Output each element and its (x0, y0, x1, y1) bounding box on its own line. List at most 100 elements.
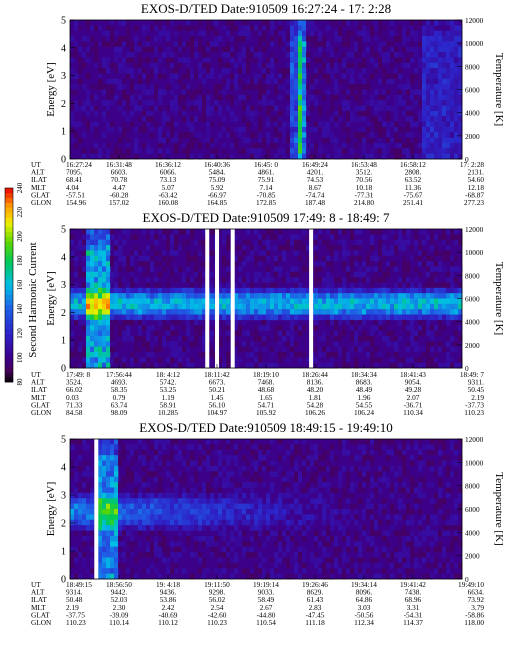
spectrogram-cell (138, 68, 143, 74)
spectrogram-cell (370, 351, 375, 358)
spectrogram-cell (434, 89, 439, 96)
spectrogram-cell (134, 341, 139, 347)
spectrogram-cell (314, 346, 319, 353)
spectrogram-cell (150, 362, 155, 369)
spectrogram-cell (174, 250, 179, 257)
spectrogram-cell (318, 314, 323, 321)
spectrogram-cell (318, 309, 323, 315)
spectrogram-cell (314, 78, 319, 85)
spectrogram-cell (110, 568, 115, 574)
spectrogram-cell (446, 46, 451, 53)
spectrogram-cell (102, 303, 107, 310)
spectrogram-cell (378, 357, 383, 363)
spectrogram-cell (422, 62, 427, 69)
spectrogram-cell (410, 52, 415, 58)
spectrogram-cell (274, 266, 279, 273)
spectrogram-cell (198, 498, 203, 504)
spectrogram-cell (178, 514, 183, 521)
spectrogram-cell (398, 562, 403, 569)
spectrogram-cell (102, 487, 107, 494)
spectrogram-cell (406, 573, 411, 580)
spectrogram-cell (110, 271, 115, 278)
spectrogram-cell (330, 234, 335, 240)
spectrogram-cell (382, 309, 387, 315)
spectrogram-cell (354, 455, 359, 461)
spectrogram-cell (138, 319, 143, 326)
spectrogram-cell (426, 137, 431, 144)
spectrogram-cell (174, 482, 179, 488)
spectrogram-cell (86, 351, 91, 358)
spectrogram-cell (378, 30, 383, 37)
spectrogram-cell (298, 94, 303, 101)
spectrogram-cell (310, 94, 315, 101)
spectrogram-cell (342, 525, 347, 531)
spectrogram-cell (82, 148, 87, 154)
spectrogram-cell (442, 234, 447, 240)
spectrogram-cell (178, 455, 183, 461)
spectrogram-cell (242, 62, 247, 69)
spectrogram-cell (182, 471, 187, 477)
spectrogram-cell (306, 137, 311, 144)
spectrogram-cell (438, 46, 443, 53)
spectrogram-cell (286, 30, 291, 37)
spectrogram-cell (338, 482, 343, 488)
spectrogram-cell (194, 293, 199, 299)
spectrogram-cell (246, 36, 251, 42)
spectrogram-cell (326, 319, 331, 326)
spectrogram-cell (286, 503, 291, 510)
spectrogram-cell (226, 357, 231, 363)
spectrogram-cell (106, 498, 111, 504)
spectrogram-cell (358, 439, 363, 445)
spectrogram-cell (158, 105, 163, 112)
spectrogram-cell (390, 121, 395, 128)
spectrogram-cell (226, 229, 231, 235)
spectrogram-cell (454, 100, 459, 106)
spectrogram-cell (98, 319, 103, 326)
spectrogram-cell (210, 535, 215, 542)
spectrogram-cell (198, 261, 203, 267)
spectrogram-cell (386, 105, 391, 112)
spectrogram-cell (146, 509, 151, 515)
spectrogram-cell (106, 546, 111, 553)
spectrogram-cell (326, 25, 331, 31)
spectrogram-cell (242, 503, 247, 510)
spectrogram-cell (382, 36, 387, 42)
spectrogram-cell (402, 514, 407, 521)
spectrogram-cell (210, 346, 215, 353)
spectrogram-cell (294, 449, 299, 456)
spectrogram-cell (134, 557, 139, 564)
spectrogram-cell (190, 36, 195, 42)
spectrogram-cell (246, 110, 251, 117)
spectrogram-cell (382, 142, 387, 149)
spectrogram-cell (286, 132, 291, 138)
spectrogram-cell (182, 346, 187, 353)
spectrogram-cell (322, 498, 327, 504)
spectrogram-cell (402, 325, 407, 331)
spectrogram-cell (166, 335, 171, 342)
spectrogram-cell (218, 105, 223, 112)
spectrogram-cell (330, 282, 335, 289)
spectrogram-cell (134, 514, 139, 521)
spectrogram-cell (118, 482, 123, 488)
spectrogram-cell (162, 314, 167, 321)
spectrogram-cell (362, 84, 367, 90)
spectrogram-cell (442, 362, 447, 369)
spectrogram-cell (314, 245, 319, 251)
spectrogram-cell (258, 449, 263, 456)
spectrogram-cell (286, 341, 291, 347)
spectrogram-cell (390, 487, 395, 494)
spectrogram-cell (350, 309, 355, 315)
spectrogram-cell (226, 94, 231, 101)
spectrogram-cell (106, 503, 111, 510)
spectrogram-cell (382, 234, 387, 240)
spectrogram-cell (418, 314, 423, 321)
spectrogram-cell (174, 557, 179, 564)
spectrogram-cell (318, 126, 323, 133)
spectrogram-cell (370, 525, 375, 531)
spectrogram-cell (358, 557, 363, 564)
spectrogram-cell (174, 25, 179, 31)
spectrogram-cell (274, 568, 279, 574)
spectrogram-cell (286, 245, 291, 251)
spectrogram-cell (334, 78, 339, 85)
spectrogram-cell (134, 245, 139, 251)
